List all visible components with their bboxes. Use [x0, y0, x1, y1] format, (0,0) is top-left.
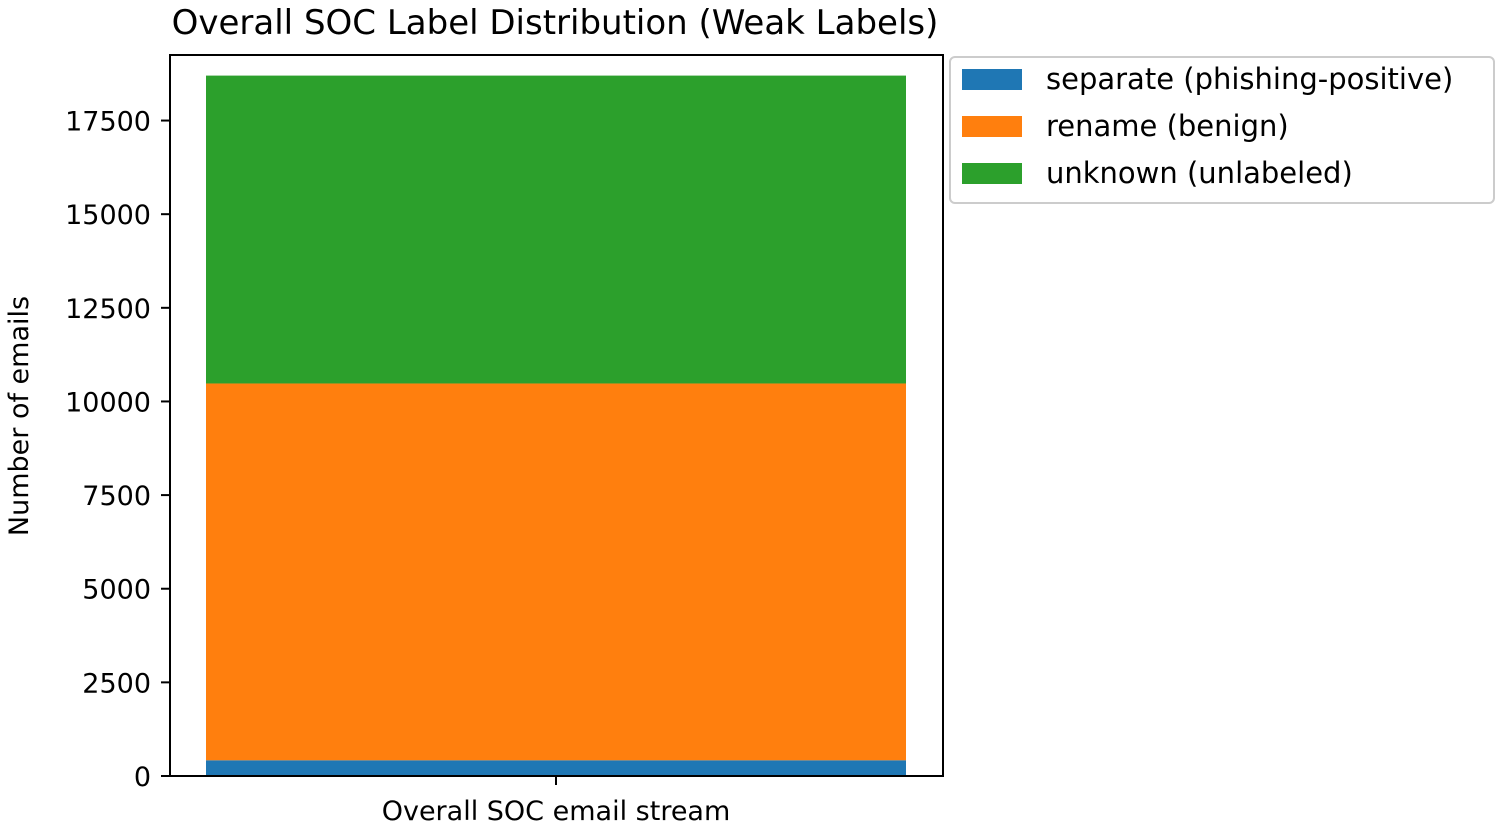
y-tick-label: 15000: [65, 200, 151, 231]
legend-entry: unknown (unlabeled): [1046, 156, 1353, 190]
legend-swatch: [962, 69, 1022, 90]
legend-frame: [949, 56, 1495, 204]
bar-segment-1: [206, 383, 906, 761]
x-tick-label: Overall SOC email stream: [382, 796, 731, 826]
legend: separate (phishing-positive) rename (beni…: [949, 56, 1495, 204]
y-axis-label: Number of emails: [4, 296, 35, 536]
bar-segment-0: [206, 760, 906, 776]
bar-segment-2: [206, 75, 906, 384]
legend-items: separate (phishing-positive) rename (beni…: [962, 62, 1453, 190]
chart-title: Overall SOC Label Distribution (Weak Lab…: [172, 3, 939, 43]
y-tick-label: 7500: [82, 481, 151, 512]
y-tick-label: 0: [134, 762, 151, 793]
x-axis-ticks: Overall SOC email stream: [382, 776, 731, 826]
y-axis-ticks: 0 2500 5000 7500 10000 12500 15000 17500: [65, 107, 170, 793]
legend-swatch: [962, 116, 1022, 137]
legend-entry: separate (phishing-positive): [1046, 62, 1453, 96]
legend-entry: rename (benign): [1046, 109, 1289, 143]
y-tick-label: 5000: [82, 575, 151, 606]
y-tick-label: 10000: [65, 387, 151, 418]
y-tick-label: 17500: [65, 107, 151, 138]
y-tick-label: 2500: [82, 668, 151, 699]
legend-swatch: [962, 163, 1022, 184]
y-tick-label: 12500: [65, 294, 151, 325]
bar-stack: [206, 75, 906, 776]
